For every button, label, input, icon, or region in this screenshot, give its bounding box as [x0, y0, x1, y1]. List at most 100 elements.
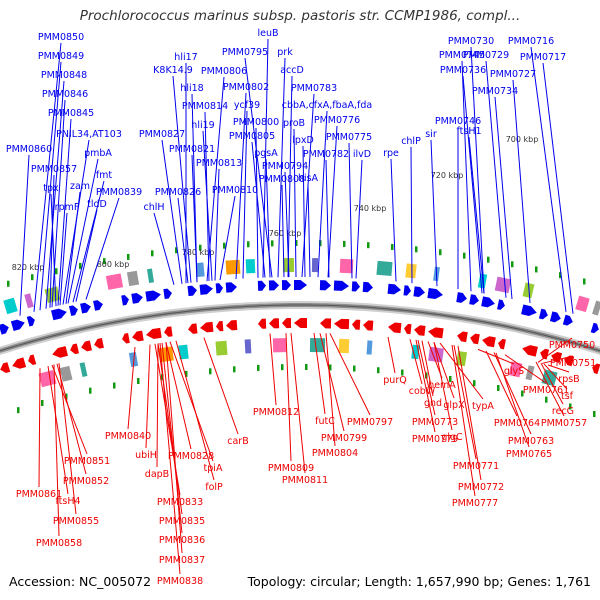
gene-label[interactable]: PMM0821: [169, 144, 215, 155]
reverse-gene-arrow[interactable]: [363, 320, 374, 331]
gene-label[interactable]: PMM0765: [506, 449, 552, 460]
gene-label[interactable]: PMM0771: [453, 461, 499, 472]
forward-gene-arrow[interactable]: [0, 322, 10, 335]
gene-label[interactable]: PMM0809: [268, 463, 314, 474]
reverse-gene-arrow[interactable]: [80, 340, 92, 353]
reverse-gene-arrow[interactable]: [469, 333, 480, 345]
forward-gene-arrow[interactable]: [51, 307, 68, 321]
gene-label[interactable]: PMM0730: [448, 36, 494, 47]
gene-label[interactable]: PMM0783: [291, 83, 337, 94]
forward-gene-arrow[interactable]: [456, 292, 467, 303]
forward-gene-arrow[interactable]: [562, 314, 574, 327]
gene-label[interactable]: glgC: [441, 432, 463, 443]
forward-gene-arrow[interactable]: [521, 304, 538, 317]
forward-gene-arrow[interactable]: [281, 280, 291, 291]
gene-label[interactable]: PMM0851: [64, 456, 110, 467]
gene-label[interactable]: PMM0839: [96, 187, 142, 198]
gene-label[interactable]: PMM0808: [259, 174, 305, 185]
gene-label[interactable]: hisA: [298, 173, 319, 184]
reverse-gene-arrow[interactable]: [226, 320, 238, 331]
gene-label[interactable]: PMM0857: [31, 164, 77, 175]
gene-label[interactable]: PMM0850: [38, 32, 84, 43]
gene-label[interactable]: zam: [70, 181, 90, 192]
gene-label[interactable]: pgsA: [254, 148, 278, 159]
gene-label[interactable]: PMM0773: [412, 417, 458, 428]
gene-label[interactable]: PMM0802: [223, 82, 269, 93]
reverse-gene-arrow[interactable]: [563, 354, 575, 367]
gene-label[interactable]: PMM0840: [105, 431, 151, 442]
gene-label[interactable]: PMM0800: [233, 117, 279, 128]
forward-gene-arrow[interactable]: [427, 288, 443, 300]
gene-label[interactable]: PMM0860: [6, 144, 52, 155]
gene-label[interactable]: typA: [472, 401, 494, 412]
gene-label[interactable]: PMM0717: [520, 52, 566, 63]
gene-label[interactable]: PMM0727: [490, 69, 536, 80]
gene-label[interactable]: PMM0846: [42, 89, 88, 100]
gene-label[interactable]: tsf: [561, 391, 574, 402]
gene-label[interactable]: PMM0751: [550, 358, 596, 369]
gene-label[interactable]: PMM0750: [549, 340, 595, 351]
reverse-gene-arrow[interactable]: [131, 330, 144, 343]
gene-label[interactable]: prk: [277, 47, 293, 58]
gene-label[interactable]: PMM0777: [452, 498, 498, 509]
gene-label[interactable]: PMM0813: [196, 158, 242, 169]
gene-label[interactable]: tldD: [87, 199, 107, 210]
gene-label[interactable]: PMM0848: [41, 70, 87, 81]
reverse-gene-arrow[interactable]: [591, 362, 600, 375]
gene-label[interactable]: tpiA: [204, 463, 223, 474]
gene-label[interactable]: ilvD: [353, 149, 371, 160]
gene-label[interactable]: PMM0852: [63, 476, 109, 487]
gene-label[interactable]: PMM0845: [48, 108, 94, 119]
gene-label[interactable]: proB: [283, 118, 305, 129]
gene-label[interactable]: ftsH1: [456, 126, 481, 137]
reverse-gene-arrow[interactable]: [521, 343, 538, 357]
gene-label[interactable]: gnd: [424, 398, 442, 409]
gene-label[interactable]: PMM0763: [508, 436, 554, 447]
gene-label[interactable]: accD: [280, 65, 304, 76]
forward-gene-arrow[interactable]: [293, 279, 307, 290]
gene-label[interactable]: leuB: [257, 28, 278, 39]
reverse-gene-arrow[interactable]: [51, 346, 68, 359]
reverse-gene-arrow[interactable]: [403, 323, 412, 335]
gene-label[interactable]: PMM0716: [508, 36, 554, 47]
gene-label[interactable]: cobW: [409, 386, 436, 397]
forward-gene-arrow[interactable]: [257, 280, 266, 291]
forward-gene-arrow[interactable]: [80, 302, 92, 314]
gene-label[interactable]: rpe: [383, 148, 399, 159]
gene-label[interactable]: K8K14.9: [153, 65, 193, 76]
gene-label[interactable]: fmt: [96, 170, 113, 181]
forward-gene-arrow[interactable]: [68, 304, 79, 316]
gene-label[interactable]: lpxD: [292, 135, 314, 146]
gene-label[interactable]: PMM0828: [168, 451, 214, 462]
gene-label[interactable]: chlP: [401, 136, 421, 147]
gene-label[interactable]: purQ: [383, 375, 406, 386]
gene-label[interactable]: PMM0861: [16, 489, 62, 500]
reverse-gene-arrow[interactable]: [539, 348, 550, 360]
gene-label[interactable]: PMM0826: [155, 187, 201, 198]
forward-gene-arrow[interactable]: [225, 282, 238, 293]
gene-label[interactable]: PMM0779: [412, 434, 458, 445]
gene-label[interactable]: PMM0757: [541, 418, 587, 429]
reverse-gene-arrow[interactable]: [320, 318, 332, 329]
forward-gene-arrow[interactable]: [215, 283, 224, 294]
gene-label[interactable]: PMM0746: [435, 116, 481, 127]
reverse-gene-arrow[interactable]: [0, 362, 11, 374]
forward-gene-arrow[interactable]: [469, 294, 480, 305]
gene-label[interactable]: ftsH4: [55, 496, 80, 507]
reverse-gene-arrow[interactable]: [497, 338, 506, 350]
reverse-gene-arrow[interactable]: [187, 323, 198, 334]
forward-gene-arrow[interactable]: [131, 292, 143, 304]
gene-label[interactable]: rpmF: [55, 202, 80, 213]
forward-gene-arrow[interactable]: [199, 284, 214, 295]
forward-gene-arrow[interactable]: [163, 288, 172, 300]
gene-label[interactable]: PMM0855: [53, 516, 99, 527]
reverse-gene-arrow[interactable]: [258, 318, 267, 329]
reverse-gene-arrow[interactable]: [93, 337, 104, 350]
forward-gene-arrow[interactable]: [121, 294, 130, 306]
gene-label[interactable]: rpsB: [558, 374, 579, 385]
reverse-gene-arrow[interactable]: [11, 357, 27, 370]
gene-label[interactable]: PMM0810: [212, 185, 258, 196]
gene-label[interactable]: PMM0775: [326, 132, 372, 143]
gene-label[interactable]: carB: [227, 436, 248, 447]
forward-gene-arrow[interactable]: [333, 280, 349, 292]
